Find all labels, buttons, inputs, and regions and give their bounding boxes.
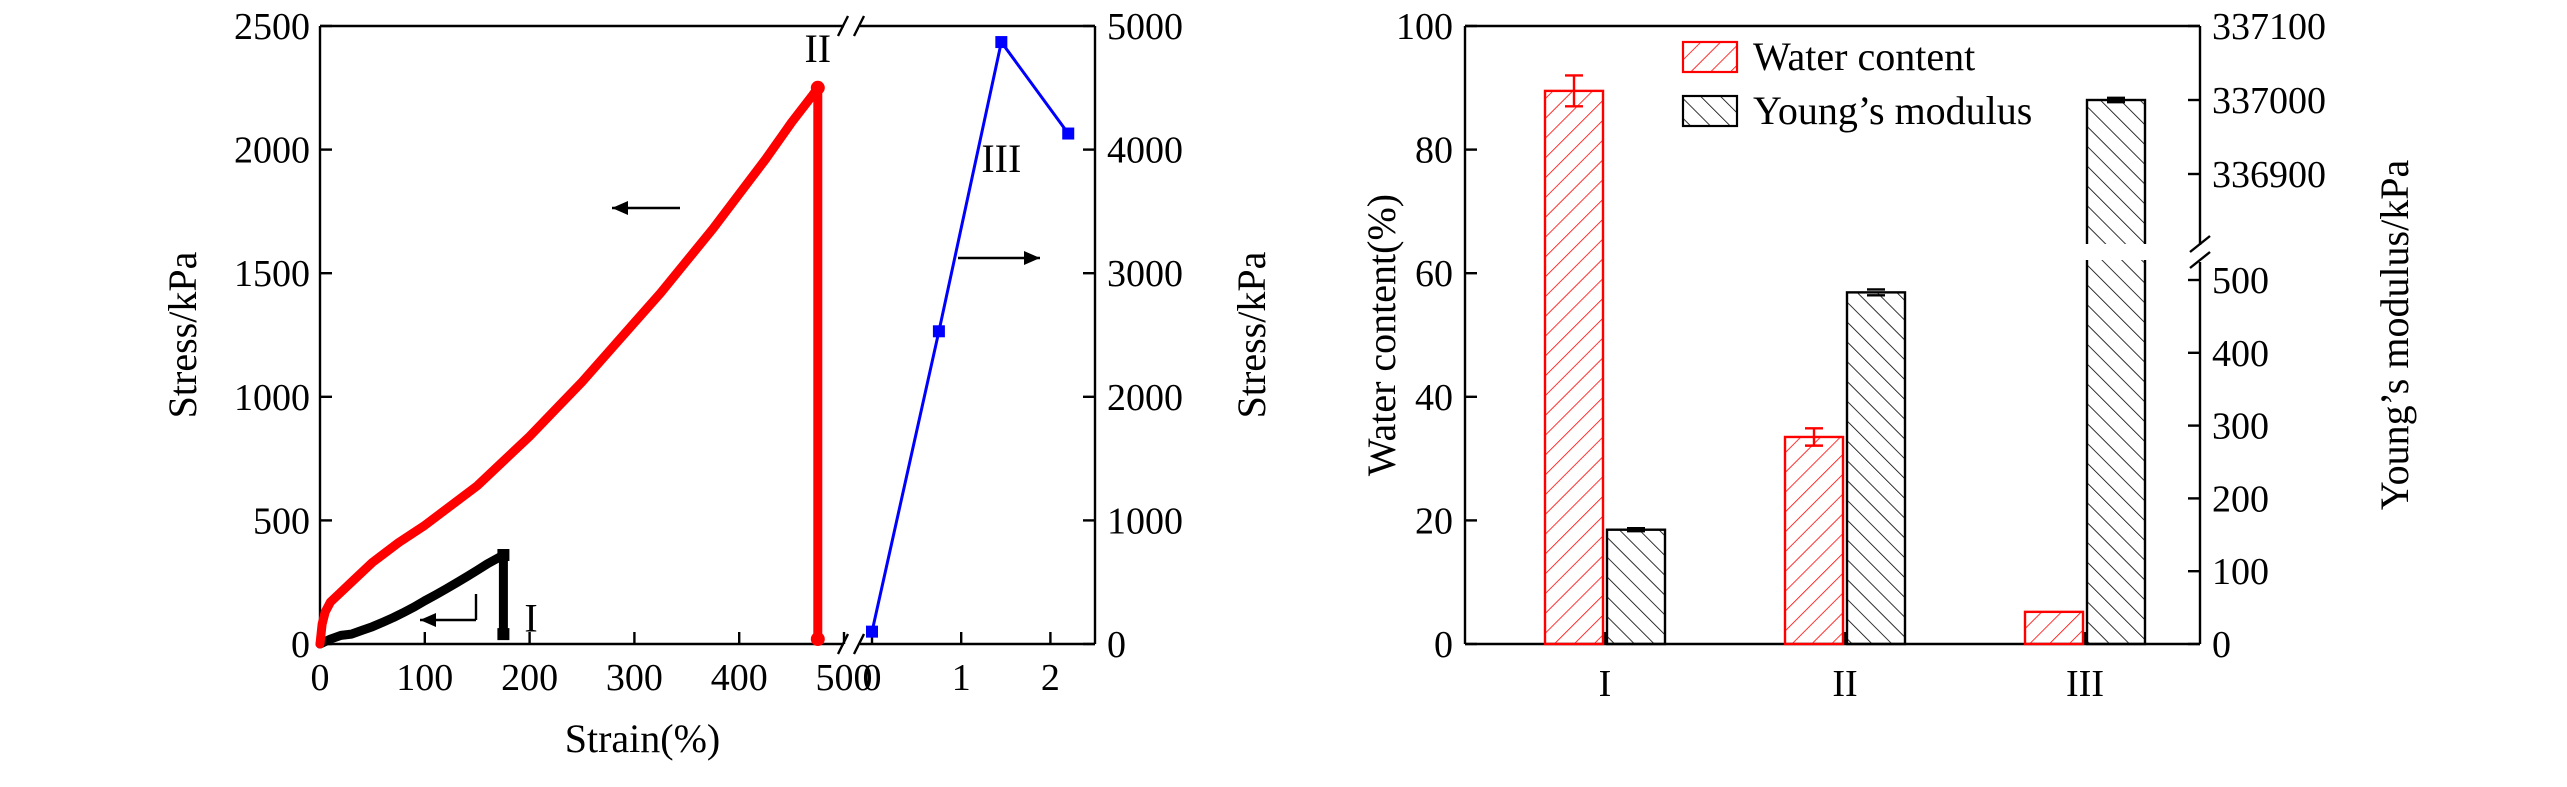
y-tick-label: 337000 (2212, 80, 2326, 122)
y-tick-label: 500 (253, 500, 310, 542)
annotation-i: I (524, 595, 537, 640)
bar-youngs-modulus (2085, 98, 2147, 646)
legend-swatch-youngs-modulus (1681, 94, 1739, 128)
legend-label-youngs-modulus: Young’s modulus (1753, 88, 2032, 133)
x-tick-label: 100 (396, 657, 453, 699)
x-tick-label: 1 (952, 657, 971, 699)
series-line-ii (315, 83, 823, 649)
series-point-ii (810, 80, 825, 95)
y-tick-label: 337100 (2212, 6, 2326, 48)
stress-strain-chart: 0 100 200 300 400 5000 1 2050010001500200025000… (160, 6, 1274, 761)
y-tick-label: 0 (2212, 624, 2231, 666)
series-point-iii (1062, 127, 1075, 140)
series-point-i (497, 628, 510, 641)
y-tick-label: 336900 (2212, 154, 2326, 196)
x-tick-label: 500 (816, 657, 873, 699)
y-tick-label: 60 (1415, 253, 1453, 295)
x-tick-label: I (1599, 663, 1612, 705)
series-point-i (497, 549, 510, 562)
y-tick-label: 0 (291, 624, 310, 666)
series-point-ii (810, 632, 825, 647)
y-tick-label: 2000 (1107, 377, 1183, 419)
y-axis-label-left: Water content(%) (1359, 194, 1404, 476)
x-tick-label: III (2066, 663, 2104, 705)
series-point-iii (932, 325, 945, 338)
y-tick-label: 400 (2212, 333, 2269, 375)
y-tick-label: 0 (1107, 624, 1126, 666)
axis-break-mark (852, 15, 866, 37)
arrow-series-i-head (420, 613, 436, 627)
series-line-i (315, 550, 508, 649)
y-tick-label: 40 (1415, 377, 1453, 419)
y-tick-label: 3000 (1107, 253, 1183, 295)
series-line-iii (870, 40, 1070, 634)
y-tick-label: 100 (1396, 6, 1453, 48)
series-point-iii (995, 36, 1008, 49)
y-tick-label: 2500 (234, 6, 310, 48)
x-axis-label: Strain(%) (565, 716, 721, 761)
axis-break-mark (2189, 251, 2211, 269)
water-modulus-bar-chart: 0 20 40 60 80 100 0 100 200 300 400 500 336900 337000… (1359, 6, 2417, 705)
y-tick-label: 80 (1415, 130, 1453, 172)
y-axis-label-right: Young’s modulus/kPa (2372, 160, 2417, 511)
y-tick-label: 1000 (234, 377, 310, 419)
y-tick-label: 5000 (1107, 6, 1183, 48)
legend-swatch-water-content (1681, 40, 1739, 74)
y-tick-label: 300 (2212, 406, 2269, 448)
y-tick-label: 0 (1434, 624, 1453, 666)
y-tick-label: 1500 (234, 253, 310, 295)
axis-break-mark (2189, 235, 2211, 253)
y-tick-label: 500 (2212, 260, 2269, 302)
y-axis-label-right: Stress/kPa (1229, 251, 1274, 418)
x-tick-label: 0 (863, 657, 882, 699)
bar-break-gap (2083, 244, 2149, 260)
bar-youngs-modulus (1605, 528, 1667, 646)
x-tick-label: 200 (501, 657, 558, 699)
y-tick-label: 2000 (234, 130, 310, 172)
annotation-ii: II (804, 26, 831, 71)
y-tick-label: 1000 (1107, 500, 1183, 542)
x-tick-label: 2 (1041, 657, 1060, 699)
arrow-right-axis-head (1024, 251, 1040, 265)
y-tick-label: 20 (1415, 500, 1453, 542)
axis-break-mark (836, 15, 850, 37)
x-tick-label: 400 (711, 657, 768, 699)
bar-water-content (1543, 89, 1605, 646)
y-axis-label-left: Stress/kPa (160, 251, 205, 418)
y-tick-label: 4000 (1107, 130, 1183, 172)
series-point-iii (866, 625, 878, 638)
y-tick-label: 100 (2212, 551, 2269, 593)
axis-break-mark (852, 633, 866, 655)
bar-water-content (1783, 435, 1845, 646)
bar-youngs-modulus (1845, 291, 1907, 646)
arrow-left-axis-head (612, 201, 628, 215)
x-tick-label: 300 (606, 657, 663, 699)
x-tick-label: 0 (311, 657, 330, 699)
annotation-iii: III (981, 136, 1021, 181)
legend-label-water-content: Water content (1753, 34, 1975, 79)
x-tick-label: II (1832, 663, 1857, 705)
bar-water-content (2023, 610, 2085, 646)
y-tick-label: 200 (2212, 478, 2269, 520)
